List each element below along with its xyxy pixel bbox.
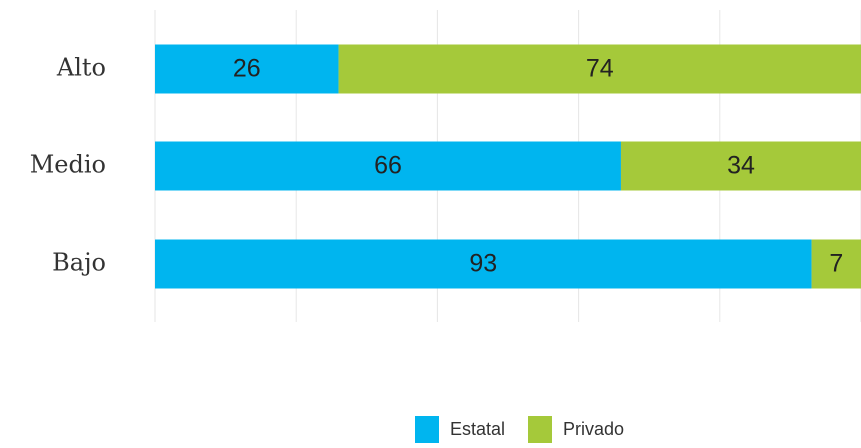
bar-segment (338, 44, 861, 94)
category-label: Bajo (52, 249, 106, 277)
category-label: Medio (30, 151, 106, 179)
legend-swatch (528, 416, 552, 443)
legend-label: Estatal (450, 419, 505, 439)
bar-segment (155, 141, 621, 191)
bar-segment (620, 141, 861, 191)
data-label: 26 (233, 55, 261, 83)
data-label: 7 (829, 250, 843, 278)
bar-segment (155, 239, 812, 289)
category-label: Alto (56, 54, 106, 82)
legend-label: Privado (563, 419, 624, 439)
data-label: 93 (469, 250, 497, 278)
data-label: 66 (374, 152, 402, 180)
data-label: 74 (586, 55, 614, 83)
bar-segment (155, 44, 339, 94)
bar-segment (811, 239, 861, 289)
data-label: 34 (727, 152, 755, 180)
legend-swatch (415, 416, 439, 443)
